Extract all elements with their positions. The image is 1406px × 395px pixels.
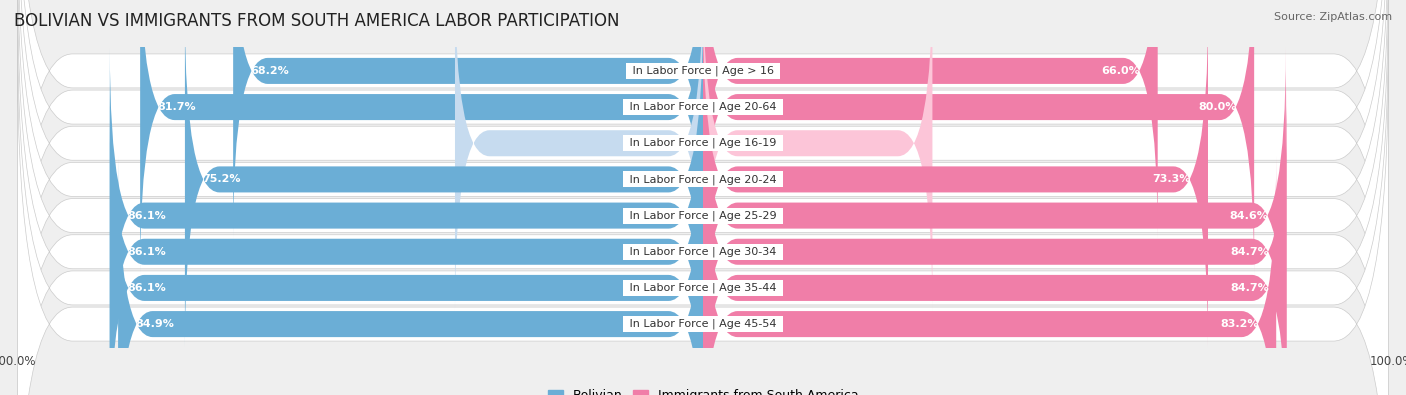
Text: In Labor Force | Age 35-44: In Labor Force | Age 35-44: [626, 283, 780, 293]
Text: In Labor Force | Age 30-34: In Labor Force | Age 30-34: [626, 246, 780, 257]
Text: In Labor Force | Age 20-24: In Labor Force | Age 20-24: [626, 174, 780, 185]
FancyBboxPatch shape: [110, 48, 703, 384]
Text: 75.2%: 75.2%: [202, 175, 240, 184]
FancyBboxPatch shape: [110, 84, 703, 395]
Text: 84.7%: 84.7%: [1230, 283, 1270, 293]
Text: In Labor Force | Age 20-64: In Labor Force | Age 20-64: [626, 102, 780, 112]
FancyBboxPatch shape: [703, 0, 1157, 239]
Text: 84.7%: 84.7%: [1230, 247, 1270, 257]
FancyBboxPatch shape: [17, 0, 1389, 343]
FancyBboxPatch shape: [703, 0, 932, 311]
FancyBboxPatch shape: [703, 120, 1286, 395]
Text: 81.7%: 81.7%: [157, 102, 195, 112]
FancyBboxPatch shape: [703, 156, 1277, 395]
FancyBboxPatch shape: [17, 15, 1389, 395]
Text: In Labor Force | Age 16-19: In Labor Force | Age 16-19: [626, 138, 780, 149]
FancyBboxPatch shape: [17, 0, 1389, 380]
Text: 83.2%: 83.2%: [1220, 319, 1258, 329]
FancyBboxPatch shape: [17, 0, 1389, 395]
Text: 80.0%: 80.0%: [1198, 102, 1237, 112]
Text: 86.1%: 86.1%: [127, 247, 166, 257]
Text: 84.9%: 84.9%: [135, 319, 174, 329]
Text: BOLIVIAN VS IMMIGRANTS FROM SOUTH AMERICA LABOR PARTICIPATION: BOLIVIAN VS IMMIGRANTS FROM SOUTH AMERIC…: [14, 12, 620, 30]
FancyBboxPatch shape: [17, 0, 1389, 395]
Text: 68.2%: 68.2%: [250, 66, 290, 76]
FancyBboxPatch shape: [141, 0, 703, 275]
FancyBboxPatch shape: [233, 0, 703, 239]
FancyBboxPatch shape: [703, 84, 1286, 395]
Text: 66.0%: 66.0%: [1102, 66, 1140, 76]
FancyBboxPatch shape: [17, 0, 1389, 395]
FancyBboxPatch shape: [703, 48, 1286, 384]
Text: In Labor Force | Age > 16: In Labor Force | Age > 16: [628, 66, 778, 76]
Legend: Bolivian, Immigrants from South America: Bolivian, Immigrants from South America: [543, 384, 863, 395]
Text: Source: ZipAtlas.com: Source: ZipAtlas.com: [1274, 12, 1392, 22]
FancyBboxPatch shape: [110, 120, 703, 395]
Text: 86.1%: 86.1%: [127, 211, 166, 220]
FancyBboxPatch shape: [17, 0, 1389, 395]
Text: In Labor Force | Age 45-54: In Labor Force | Age 45-54: [626, 319, 780, 329]
FancyBboxPatch shape: [456, 0, 703, 311]
Text: 36.0%: 36.0%: [647, 138, 686, 148]
Text: In Labor Force | Age 25-29: In Labor Force | Age 25-29: [626, 210, 780, 221]
FancyBboxPatch shape: [17, 52, 1389, 395]
FancyBboxPatch shape: [186, 11, 703, 347]
Text: 73.3%: 73.3%: [1153, 175, 1191, 184]
FancyBboxPatch shape: [118, 156, 703, 395]
FancyBboxPatch shape: [703, 11, 1208, 347]
Text: 84.6%: 84.6%: [1230, 211, 1268, 220]
FancyBboxPatch shape: [703, 0, 1254, 275]
Text: 33.3%: 33.3%: [720, 138, 758, 148]
Text: 86.1%: 86.1%: [127, 283, 166, 293]
